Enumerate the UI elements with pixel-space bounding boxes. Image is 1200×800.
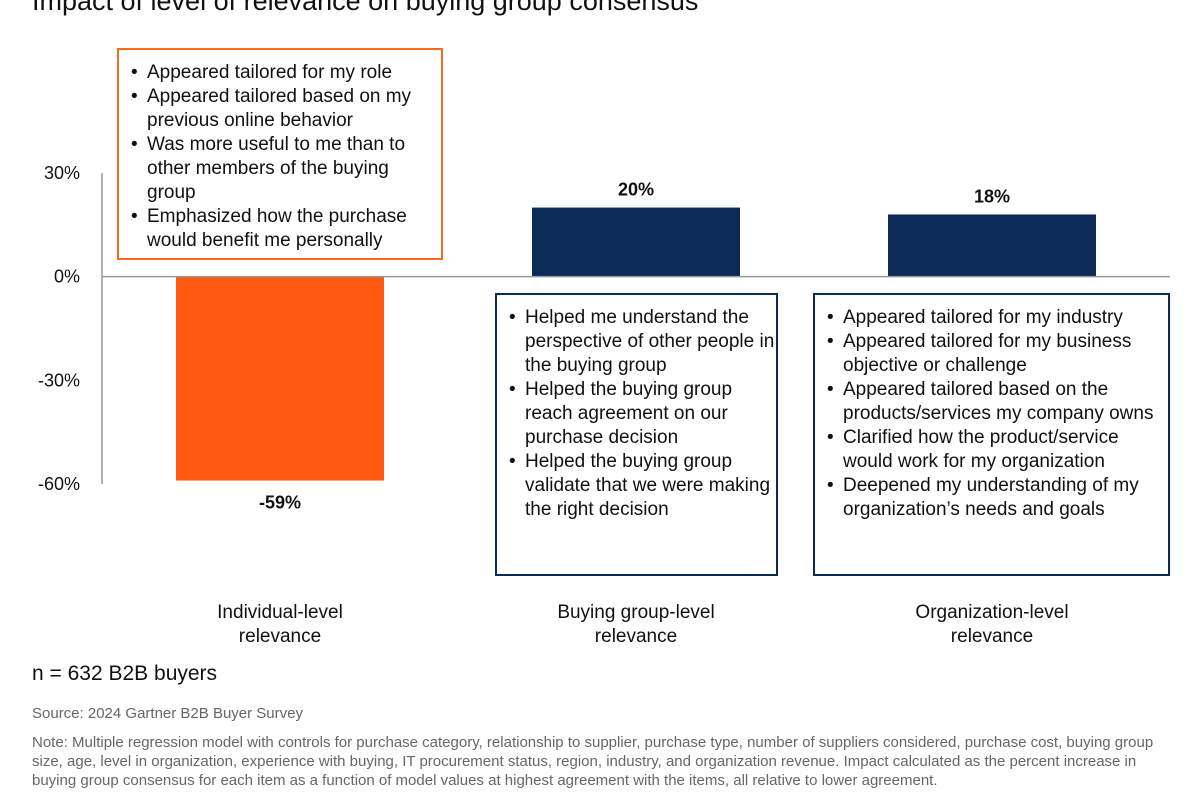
callout-item: Was more useful to me than to other memb… <box>131 133 441 205</box>
callout-item: Emphasized how the purchase would benefi… <box>131 205 441 253</box>
callout-item: Helped the buying group reach agreement … <box>509 378 776 450</box>
y-tick-label-1: 0% <box>54 267 80 287</box>
y-tick-label-3: -60% <box>38 474 80 494</box>
callout-item: Appeared tailored for my industry <box>827 306 1168 330</box>
callout-item: Helped the buying group validate that we… <box>509 450 776 522</box>
callout-buying-group-list: Helped me understand the perspective of … <box>509 306 776 522</box>
sample-size: n = 632 B2B buyers <box>32 662 218 685</box>
callout-item: Deepened my understanding of my organiza… <box>827 474 1168 522</box>
data-label-2: 18% <box>974 186 1010 206</box>
category-label-2-line-1: relevance <box>951 626 1033 647</box>
callout-item: Appeared tailored for my business object… <box>827 330 1168 378</box>
callout-organization: Appeared tailored for my industryAppeare… <box>813 293 1170 576</box>
callout-item: Appeared tailored based on my previous o… <box>131 85 441 133</box>
callout-individual: Appeared tailored for my roleAppeared ta… <box>117 48 443 260</box>
bar-chart: -59% 20% 18% 30% 0% -30% -60% Individual-level r… <box>38 163 1170 647</box>
y-tick-label-2: -30% <box>38 370 80 390</box>
bar-2 <box>888 214 1096 277</box>
source-text: Source: 2024 Gartner B2B Buyer Survey <box>32 705 303 722</box>
data-label-0: -59% <box>259 493 301 513</box>
callout-item: Helped me understand the perspective of … <box>509 306 776 378</box>
callout-organization-list: Appeared tailored for my industryAppeare… <box>827 306 1168 522</box>
note-text: Note: Multiple regression model with con… <box>32 734 1154 789</box>
callout-buying-group: Helped me understand the perspective of … <box>495 293 778 576</box>
category-label-1-line-0: Buying group-level <box>557 602 714 623</box>
callout-item: Appeared tailored based on the products/… <box>827 378 1168 426</box>
category-label-0-line-1: relevance <box>239 626 321 647</box>
data-label-1: 20% <box>618 180 654 200</box>
y-tick-label-0: 30% <box>44 163 80 183</box>
bar-1 <box>532 207 740 277</box>
callout-individual-list: Appeared tailored for my roleAppeared ta… <box>131 61 441 253</box>
bar-0 <box>176 276 384 481</box>
chart-title: Impact of level of relevance on buying g… <box>32 0 699 16</box>
callout-item: Clarified how the product/service would … <box>827 426 1168 474</box>
category-label-1-line-1: relevance <box>595 626 677 647</box>
category-label-0-line-0: Individual-level <box>217 602 343 623</box>
category-label-2-line-0: Organization-level <box>915 602 1068 623</box>
callout-item: Appeared tailored for my role <box>131 61 441 85</box>
